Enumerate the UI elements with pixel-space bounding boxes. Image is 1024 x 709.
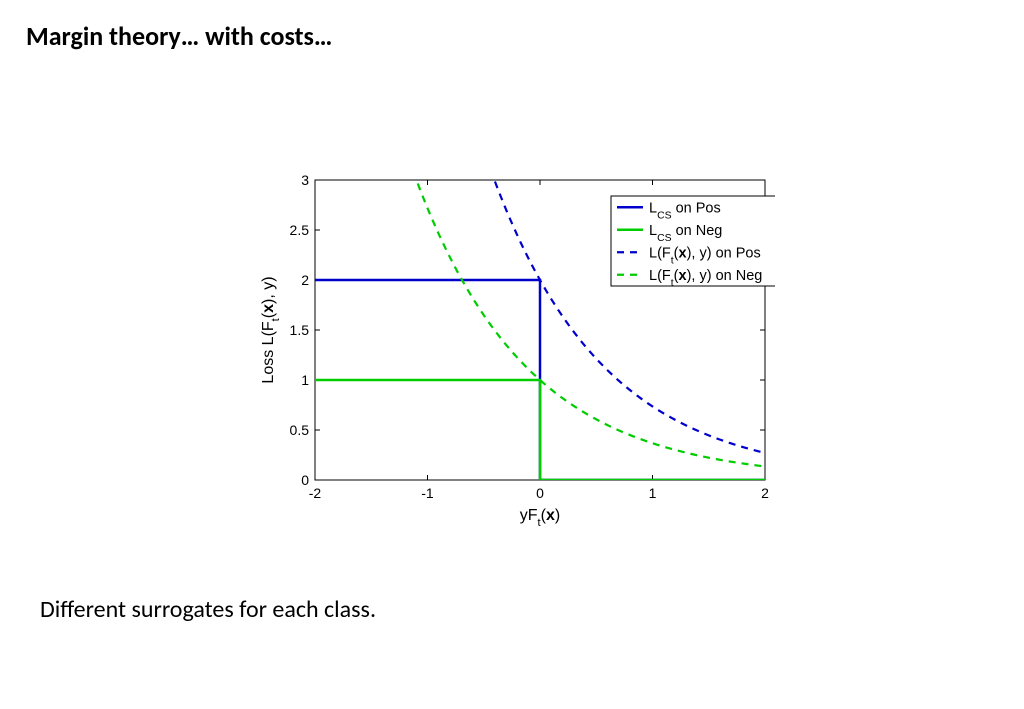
svg-text:0: 0 xyxy=(301,472,309,488)
svg-text:2: 2 xyxy=(301,272,309,288)
svg-text:1: 1 xyxy=(649,485,657,501)
svg-text:3: 3 xyxy=(301,172,309,188)
svg-text:1: 1 xyxy=(301,372,309,388)
svg-text:yFt(x): yFt(x) xyxy=(520,507,560,529)
svg-text:2: 2 xyxy=(761,485,769,501)
loss-chart: -2 -1 0 1 2 0 0.5 1 1.5 2 2.5 3 yFt(x) Loss L(Ft(x), … xyxy=(255,170,775,540)
svg-text:-2: -2 xyxy=(309,485,322,501)
svg-text:Loss L(Ft(x), y): Loss L(Ft(x), y) xyxy=(260,276,282,383)
loss-chart-svg: -2 -1 0 1 2 0 0.5 1 1.5 2 2.5 3 yFt(x) Loss L(Ft(x), … xyxy=(255,170,775,540)
svg-text:0.5: 0.5 xyxy=(290,422,310,438)
svg-text:-1: -1 xyxy=(421,485,434,501)
svg-text:0: 0 xyxy=(536,485,544,501)
slide-caption: Different surrogates for each class. xyxy=(40,595,376,624)
svg-text:2.5: 2.5 xyxy=(290,222,310,238)
slide-title: Margin theory… with costs… xyxy=(26,20,332,52)
svg-text:1.5: 1.5 xyxy=(290,322,310,338)
